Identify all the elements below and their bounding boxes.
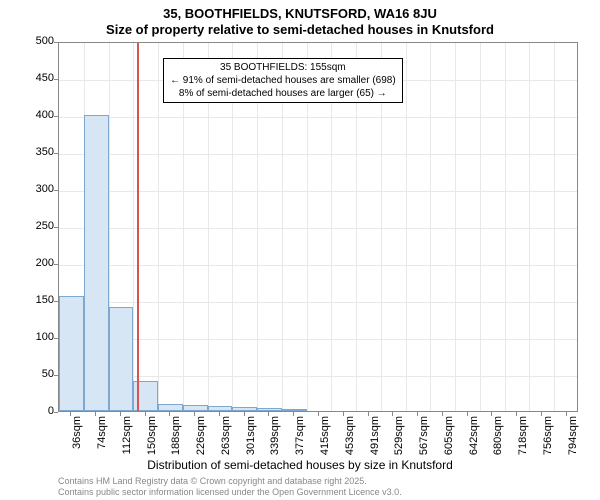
y-tick-mark <box>54 301 58 302</box>
histogram-bar <box>282 409 307 411</box>
annotation-line-1: 35 BOOTHFIELDS: 155sqm <box>170 61 396 74</box>
footer-line-1: Contains HM Land Registry data © Crown c… <box>58 476 402 487</box>
x-tick-mark <box>244 412 245 416</box>
histogram-bar <box>232 407 257 411</box>
grid-line-v <box>505 43 506 411</box>
y-tick-label: 50 <box>14 368 54 380</box>
y-tick-label: 400 <box>14 109 54 121</box>
grid-line-v <box>554 43 555 411</box>
y-tick-mark <box>54 116 58 117</box>
chart-container: 35, BOOTHFIELDS, KNUTSFORD, WA16 8JU Siz… <box>0 0 600 500</box>
histogram-bar <box>208 406 233 411</box>
y-tick-mark <box>54 42 58 43</box>
x-tick-mark <box>417 412 418 416</box>
y-tick-label: 300 <box>14 183 54 195</box>
histogram-bar <box>183 405 208 411</box>
grid-line-v <box>158 43 159 411</box>
x-tick-mark <box>343 412 344 416</box>
y-tick-mark <box>54 190 58 191</box>
histogram-bar <box>257 408 282 411</box>
y-tick-label: 100 <box>14 331 54 343</box>
marker-line <box>137 43 139 411</box>
x-tick-mark <box>70 412 71 416</box>
x-tick-mark <box>392 412 393 416</box>
x-tick-mark <box>95 412 96 416</box>
x-tick-mark <box>491 412 492 416</box>
x-tick-mark <box>566 412 567 416</box>
x-tick-mark <box>120 412 121 416</box>
x-tick-mark <box>169 412 170 416</box>
chart-subtitle: Size of property relative to semi-detach… <box>0 22 600 37</box>
y-tick-label: 450 <box>14 72 54 84</box>
x-tick-mark <box>293 412 294 416</box>
y-tick-label: 350 <box>14 146 54 158</box>
chart-title: 35, BOOTHFIELDS, KNUTSFORD, WA16 8JU <box>0 6 600 21</box>
x-axis-label: Distribution of semi-detached houses by … <box>0 458 600 472</box>
annotation-line-3: 8% of semi-detached houses are larger (6… <box>170 87 396 100</box>
x-tick-mark <box>516 412 517 416</box>
y-tick-mark <box>54 338 58 339</box>
grid-line-v <box>529 43 530 411</box>
histogram-bar <box>109 307 134 411</box>
histogram-bar <box>59 296 84 411</box>
histogram-bar <box>158 404 183 411</box>
y-tick-mark <box>54 264 58 265</box>
grid-line-v <box>406 43 407 411</box>
footer-line-2: Contains public sector information licen… <box>58 487 402 498</box>
y-tick-label: 200 <box>14 257 54 269</box>
plot-area: 35 BOOTHFIELDS: 155sqm← 91% of semi-deta… <box>58 42 578 412</box>
grid-line-v <box>430 43 431 411</box>
x-tick-mark <box>145 412 146 416</box>
x-tick-mark <box>541 412 542 416</box>
grid-line-v <box>455 43 456 411</box>
x-tick-mark <box>467 412 468 416</box>
y-tick-mark <box>54 375 58 376</box>
annotation-box: 35 BOOTHFIELDS: 155sqm← 91% of semi-deta… <box>163 58 403 103</box>
y-tick-label: 150 <box>14 294 54 306</box>
y-tick-label: 500 <box>14 35 54 47</box>
x-tick-mark <box>318 412 319 416</box>
x-tick-mark <box>368 412 369 416</box>
y-tick-mark <box>54 79 58 80</box>
grid-line-v <box>480 43 481 411</box>
histogram-bar <box>84 115 109 411</box>
y-tick-mark <box>54 412 58 413</box>
x-tick-mark <box>194 412 195 416</box>
x-tick-mark <box>442 412 443 416</box>
y-tick-mark <box>54 153 58 154</box>
footer: Contains HM Land Registry data © Crown c… <box>58 476 402 498</box>
y-tick-label: 250 <box>14 220 54 232</box>
x-tick-mark <box>268 412 269 416</box>
annotation-line-2: ← 91% of semi-detached houses are smalle… <box>170 74 396 87</box>
y-tick-mark <box>54 227 58 228</box>
grid-line-v <box>133 43 134 411</box>
x-tick-mark <box>219 412 220 416</box>
y-tick-label: 0 <box>14 405 54 417</box>
